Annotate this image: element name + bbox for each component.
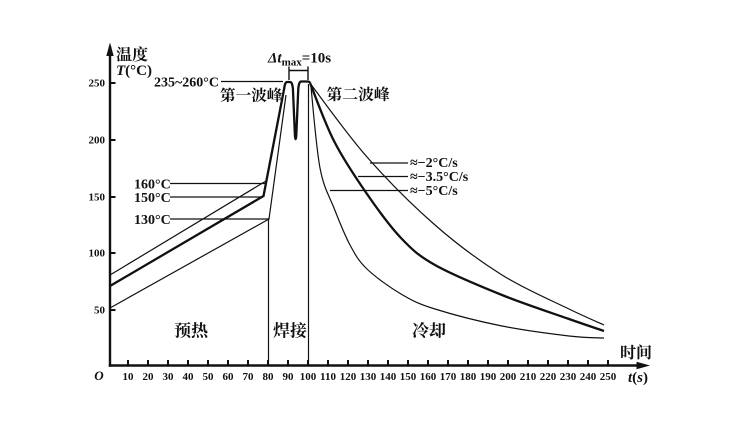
svg-text:40: 40 [183, 371, 195, 383]
svg-text:130°C: 130°C [134, 213, 171, 228]
svg-text:150°C: 150°C [134, 191, 171, 206]
svg-text:235~260°C: 235~260°C [154, 76, 219, 91]
svg-text:130: 130 [360, 371, 377, 383]
svg-text:150: 150 [89, 192, 106, 204]
svg-text:20: 20 [143, 371, 155, 383]
svg-text:t(s): t(s) [628, 370, 648, 386]
svg-text:50: 50 [94, 305, 106, 317]
svg-text:≈−3.5°C/s: ≈−3.5°C/s [410, 170, 469, 185]
svg-text:100: 100 [89, 248, 106, 260]
svg-text:10: 10 [123, 371, 135, 383]
svg-text:210: 210 [520, 371, 537, 383]
svg-text:200: 200 [89, 135, 106, 147]
svg-text:T(°C): T(°C) [116, 63, 152, 79]
svg-text:200: 200 [500, 371, 517, 383]
svg-text:220: 220 [540, 371, 557, 383]
svg-text:90: 90 [283, 371, 295, 383]
svg-text:≈−2°C/s: ≈−2°C/s [410, 156, 458, 171]
svg-text:150: 150 [400, 371, 417, 383]
svg-text:30: 30 [163, 371, 175, 383]
svg-text:250: 250 [89, 78, 106, 90]
svg-text:140: 140 [380, 371, 397, 383]
svg-text:250: 250 [600, 371, 617, 383]
svg-text:O: O [94, 368, 104, 383]
svg-text:180: 180 [460, 371, 477, 383]
svg-text:50: 50 [203, 371, 215, 383]
svg-text:80: 80 [263, 371, 275, 383]
svg-text:60: 60 [223, 371, 235, 383]
svg-text:120: 120 [340, 371, 357, 383]
svg-text:230: 230 [560, 371, 577, 383]
svg-text:170: 170 [440, 371, 457, 383]
svg-text:190: 190 [480, 371, 497, 383]
svg-text:100: 100 [300, 371, 317, 383]
svg-text:240: 240 [580, 371, 597, 383]
svg-text:160°C: 160°C [134, 178, 171, 193]
svg-text:≈−5°C/s: ≈−5°C/s [410, 184, 458, 199]
svg-text:160: 160 [420, 371, 437, 383]
svg-text:70: 70 [243, 371, 255, 383]
svg-text:110: 110 [320, 371, 336, 383]
